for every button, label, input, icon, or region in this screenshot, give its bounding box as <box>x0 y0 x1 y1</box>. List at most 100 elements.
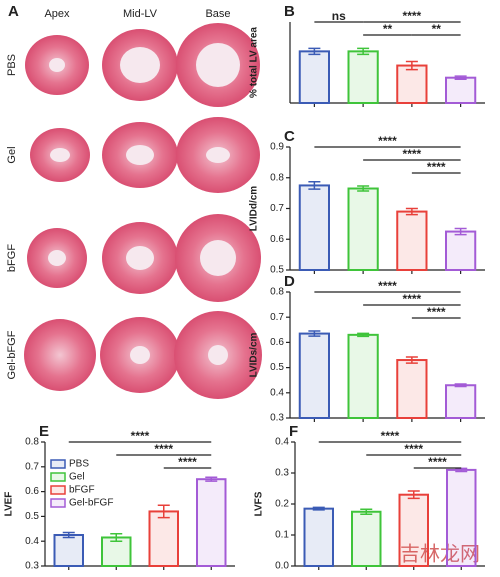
bar <box>398 493 429 568</box>
error-bar <box>407 490 420 500</box>
y-tick-label: 0.2 <box>275 499 289 510</box>
y-tick-label: 0.6 <box>270 337 284 348</box>
y-tick-label: 0.8 <box>270 287 284 298</box>
y-tick-label: 0.4 <box>270 387 284 398</box>
y-axis-label: LVEF <box>4 492 15 517</box>
y-tick-label: 0.8 <box>270 172 284 183</box>
significance-label: **** <box>378 279 397 293</box>
panel-a: A Apex Mid-LV Base PBS Gel bFGF Gel-bFGF <box>6 3 262 399</box>
bar <box>298 184 330 271</box>
bar <box>53 534 84 567</box>
y-tick-label: 0.4 <box>25 536 39 547</box>
error-bar <box>405 207 418 216</box>
column-label: Apex <box>44 8 70 20</box>
y-tick-label: 0.8 <box>25 437 39 448</box>
error-bar <box>454 227 467 236</box>
bar <box>347 187 379 271</box>
bar <box>396 64 428 104</box>
y-tick-label: 0.1 <box>275 530 289 541</box>
bar <box>445 384 477 419</box>
y-axis-label: LVIDd/cm <box>249 186 260 231</box>
error-bar <box>312 506 325 511</box>
error-bar <box>405 356 418 364</box>
significance-label: **** <box>178 455 197 469</box>
y-axis-label: LVFS <box>254 491 265 516</box>
column-label: Mid-LV <box>123 8 158 20</box>
row-label: bFGF <box>6 244 18 272</box>
y-tick-label: 0.7 <box>25 461 39 472</box>
legend-swatch <box>50 498 66 508</box>
significance-label: **** <box>154 442 173 456</box>
y-tick-label: 0.6 <box>270 234 284 245</box>
bar <box>445 230 477 271</box>
y-tick-label: 0.0 <box>275 561 289 572</box>
y-tick-label: 0.3 <box>25 561 39 572</box>
lumens <box>48 43 240 365</box>
significance-label: **** <box>131 429 150 443</box>
bar <box>347 50 379 104</box>
panel-label: C <box>284 128 295 145</box>
error-bar <box>454 383 467 388</box>
significance-label: **** <box>428 455 447 469</box>
y-tick-label: 0.7 <box>270 312 284 323</box>
error-bar <box>308 47 321 56</box>
bar-chart: D LVIDs/cm 0.3 0.4 0.5 0.6 0.7 0.8 **** **** **** <box>249 273 485 424</box>
bar <box>298 332 330 419</box>
legend-label: PBS <box>69 459 89 470</box>
legend-swatch <box>50 472 66 482</box>
significance-label: **** <box>403 147 422 161</box>
bar <box>303 507 334 567</box>
legend-label: Gel <box>69 472 85 483</box>
y-tick-label: 0.5 <box>270 362 284 373</box>
legend-swatch <box>50 485 66 495</box>
significance-label: **** <box>427 160 446 174</box>
y-tick-label: 0.3 <box>270 413 284 424</box>
bar <box>396 210 428 271</box>
y-axis-label: % total LV area <box>249 27 260 98</box>
panel-label: B <box>284 3 295 20</box>
panel-label: D <box>284 273 295 290</box>
watermark: 吉林龙网 <box>400 542 480 565</box>
row-label: Gel-bFGF <box>6 330 18 379</box>
bar <box>445 76 477 104</box>
bar <box>101 536 132 567</box>
column-label: Base <box>205 8 230 20</box>
y-tick-label: 0.5 <box>270 265 284 276</box>
panel-label: F <box>289 423 298 440</box>
error-bar <box>308 330 321 337</box>
significance-label: **** <box>378 134 397 148</box>
y-tick-label: 0.4 <box>275 437 289 448</box>
significance-label: ** <box>432 22 442 36</box>
error-bar <box>405 60 418 71</box>
panel-label: E <box>39 423 49 440</box>
bar-chart: F LVFS 0.0 0.1 0.2 0.3 0.4 **** **** **** <box>254 423 485 572</box>
error-bar <box>308 180 321 190</box>
significance-label: **** <box>403 292 422 306</box>
row-label: PBS <box>6 54 18 76</box>
row-label: Gel <box>6 146 18 163</box>
y-tick-label: 0.7 <box>270 203 284 214</box>
legend-swatch <box>50 459 66 469</box>
bar <box>446 468 477 567</box>
bar-chart: C LVIDd/cm 0.5 0.6 0.7 0.8 0.9 **** **** **** <box>249 128 485 276</box>
error-bar <box>357 185 370 192</box>
bar <box>196 478 227 568</box>
significance-label: **** <box>404 442 423 456</box>
y-tick-label: 0.9 <box>270 142 284 153</box>
panel-label: A <box>8 3 19 20</box>
significance-label: **** <box>427 305 446 319</box>
significance-label: ns <box>332 9 346 23</box>
y-tick-label: 0.5 <box>25 511 39 522</box>
bar <box>351 510 382 567</box>
error-bar <box>62 531 75 539</box>
error-bar <box>357 332 370 338</box>
bar <box>396 359 428 420</box>
legend-label: Gel-bFGF <box>69 498 113 509</box>
error-bar <box>157 504 170 519</box>
error-bar <box>110 533 123 542</box>
error-bar <box>454 75 467 81</box>
error-bar <box>357 47 370 56</box>
y-tick-label: 0.3 <box>275 468 289 479</box>
